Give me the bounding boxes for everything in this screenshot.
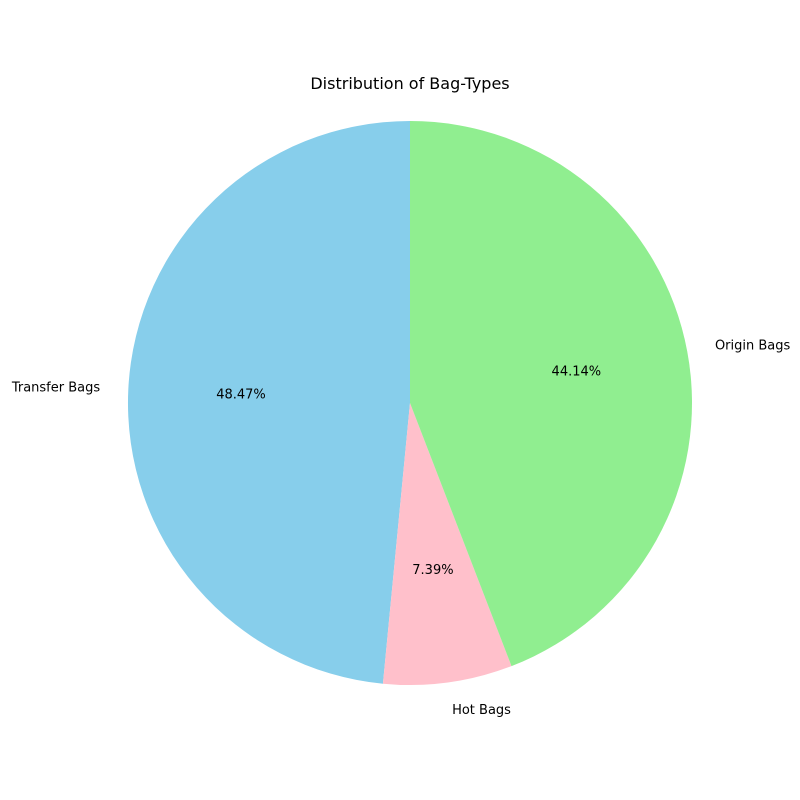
slice-label-hot-bags: Hot Bags bbox=[452, 703, 511, 718]
pct-label-transfer-bags: 48.47% bbox=[216, 387, 266, 402]
slice-label-transfer-bags: Transfer Bags bbox=[11, 381, 101, 396]
slices-layer bbox=[127, 121, 692, 686]
labels-layer: 48.47% Transfer Bags 7.39% Hot Bags 44.14% Or… bbox=[11, 339, 791, 718]
chart-title: Distribution of Bag-Types bbox=[310, 74, 509, 93]
pie-slice-transfer-bags bbox=[127, 121, 410, 684]
pct-label-hot-bags: 7.39% bbox=[412, 563, 453, 578]
pct-label-origin-bags: 44.14% bbox=[552, 365, 602, 380]
pie-slice-origin-bags bbox=[410, 121, 692, 667]
pie-slice-hot-bags bbox=[382, 403, 512, 686]
slice-label-origin-bags: Origin Bags bbox=[715, 339, 791, 354]
